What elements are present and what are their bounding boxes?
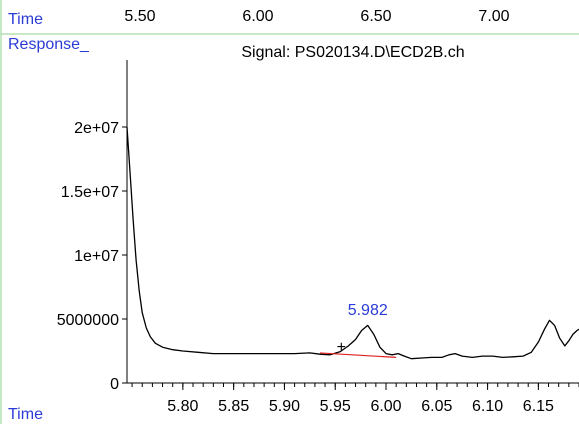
bottom-time-label: Time [8, 406, 43, 423]
peak-start-marker: + [337, 339, 346, 356]
x-tick-label: 5.90 [269, 398, 300, 415]
y-tick-label: 1.5e+07 [61, 184, 119, 201]
x-tick-label: 5.95 [320, 398, 351, 415]
y-tick-label: 5000000 [57, 312, 119, 329]
y-tick-label: 2e+07 [74, 120, 119, 137]
response-axis-label: Response_ [8, 36, 90, 53]
signal-title: Signal: PS020134.D\ECD2B.ch [241, 44, 464, 61]
x-tick-label: 6.15 [523, 398, 554, 415]
peak-label: 5.982 [348, 302, 388, 319]
top-time-tick-7-00: 7.00 [478, 8, 509, 25]
y-tick-label: 1e+07 [74, 248, 119, 265]
top-time-tick-6-00: 6.00 [242, 8, 273, 25]
top-time-tick-5-50: 5.50 [124, 8, 155, 25]
signal-trace [126, 126, 579, 360]
x-tick-label: 6.00 [370, 398, 401, 415]
x-axis-ticks: 5.80 5.85 5.90 5.95 6.00 6.05 6.10 6.15 [167, 383, 554, 415]
x-tick-label: 5.80 [167, 398, 198, 415]
top-time-tick-6-50: 6.50 [360, 8, 391, 25]
x-tick-label: 5.85 [218, 398, 249, 415]
top-time-label: Time [8, 11, 43, 28]
x-tick-label: 6.05 [421, 398, 452, 415]
plot-area: +5.982 [126, 126, 579, 360]
y-tick-label: 0 [110, 376, 119, 393]
integration-baseline [319, 352, 397, 358]
y-axis-ticks: 0 5000000 1e+07 1.5e+07 2e+07 [57, 120, 127, 393]
x-tick-label: 6.10 [472, 398, 503, 415]
x-axis-minor-ticks [131, 383, 579, 387]
